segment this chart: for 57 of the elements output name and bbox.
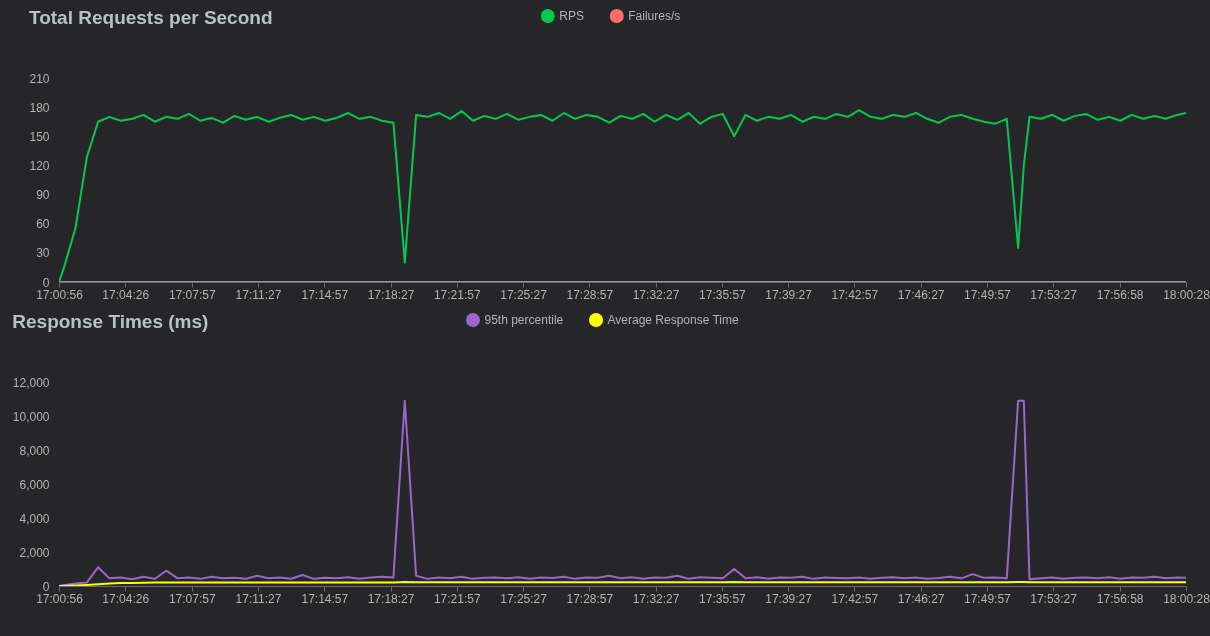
y-tick-label: 10,000 [12, 409, 50, 424]
x-tick-label: 17:21:57 [433, 287, 481, 302]
y-tick-label: 0 [42, 275, 50, 290]
x-tick-label: 17:35:57 [699, 287, 747, 302]
x-tick-label: 17:28:57 [566, 287, 614, 302]
x-tick-label: 18:00:28 [1163, 591, 1210, 606]
x-tick-label: 17:32:27 [632, 287, 680, 302]
x-tick-label: 17:49:57 [964, 287, 1012, 302]
y-tick-label: 4,000 [19, 511, 50, 526]
legend-label: RPS [559, 8, 584, 23]
x-tick-label: 17:18:27 [367, 287, 415, 302]
y-tick-label: 120 [29, 158, 50, 173]
y-tick-label: 210 [29, 71, 50, 86]
x-tick-label: 17:56:58 [1096, 287, 1144, 302]
x-tick-label: 17:14:57 [301, 287, 349, 302]
y-tick-label: 180 [29, 100, 50, 115]
x-tick-label: 17:39:27 [765, 287, 813, 302]
legend-label: Failures/s [628, 8, 681, 23]
y-tick-label: 150 [29, 129, 50, 144]
x-tick-label: 17:56:58 [1096, 591, 1144, 606]
legend-label: Average Response Time [607, 312, 740, 327]
x-tick-label: 17:00:56 [36, 591, 84, 606]
x-tick-label: 17:53:27 [1030, 287, 1078, 302]
x-tick-label: 17:11:27 [235, 591, 282, 606]
x-tick-label: 17:14:57 [301, 591, 349, 606]
x-tick-label: 17:35:57 [699, 591, 747, 606]
x-tick-label: 17:25:27 [500, 287, 548, 302]
x-tick-label: 17:25:27 [500, 591, 548, 606]
x-tick-label: 17:42:57 [831, 287, 879, 302]
x-tick-label: 17:18:27 [367, 591, 415, 606]
x-tick-label: 17:42:57 [831, 591, 879, 606]
x-tick-label: 17:07:57 [168, 287, 216, 302]
x-tick-label: 17:46:27 [897, 287, 945, 302]
x-tick-label: 17:04:26 [102, 287, 150, 302]
x-tick-label: 17:07:57 [168, 591, 216, 606]
x-tick-label: 17:04:26 [102, 591, 150, 606]
legend-label: 95th percentile [484, 312, 564, 327]
chart-title: Response Times (ms) [12, 311, 209, 332]
x-tick-label: 17:00:56 [36, 287, 84, 302]
x-tick-label: 18:00:28 [1163, 287, 1210, 302]
chart-title: Total Requests per Second [28, 7, 273, 28]
x-tick-label: 17:11:27 [235, 287, 282, 302]
y-tick-label: 2,000 [19, 545, 50, 560]
x-tick-label: 17:46:27 [897, 591, 945, 606]
x-tick-label: 17:53:27 [1030, 591, 1078, 606]
y-tick-label: 90 [36, 188, 50, 203]
y-tick-label: 6,000 [19, 477, 50, 492]
x-tick-label: 17:39:27 [765, 591, 813, 606]
y-tick-label: 30 [36, 246, 50, 261]
x-tick-label: 17:49:57 [964, 591, 1012, 606]
x-tick-label: 17:21:57 [433, 591, 481, 606]
y-tick-label: 0 [42, 579, 50, 594]
y-tick-label: 8,000 [19, 443, 50, 458]
y-tick-label: 60 [36, 217, 50, 232]
y-tick-label: 12,000 [12, 375, 50, 390]
x-tick-label: 17:28:57 [566, 591, 614, 606]
x-tick-label: 17:32:27 [632, 591, 680, 606]
